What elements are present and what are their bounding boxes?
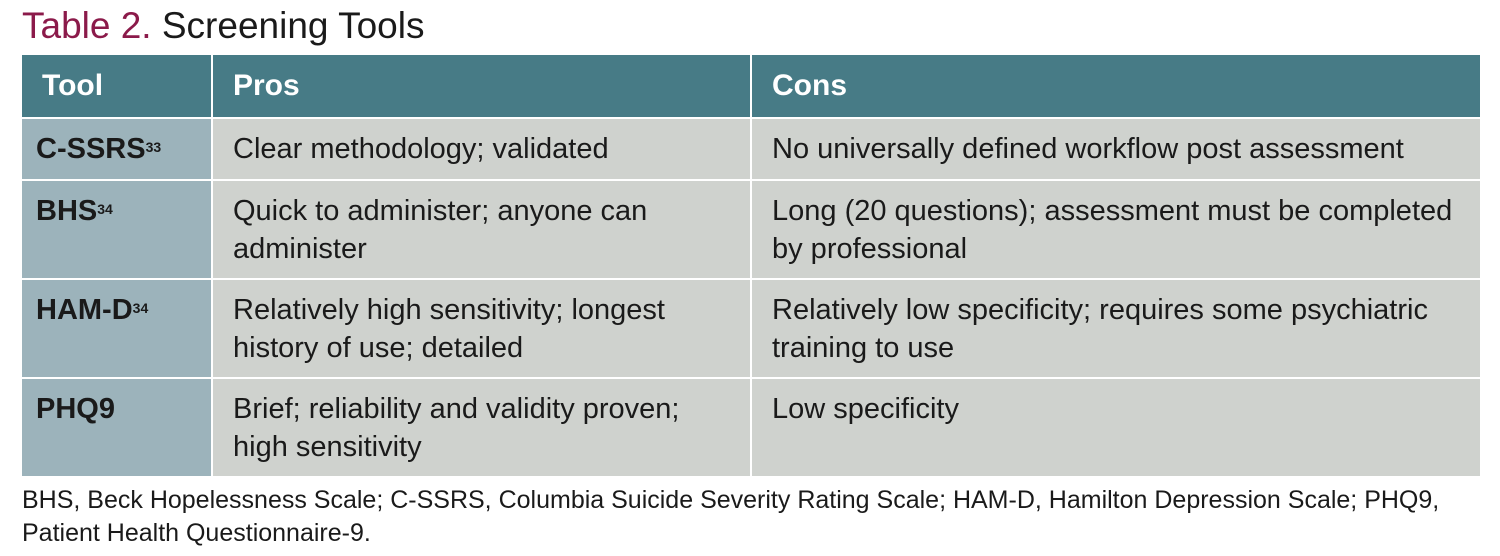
- table-title: Table 2. Screening Tools: [22, 4, 424, 48]
- tool-name: HAM-D: [36, 294, 133, 326]
- table-row: C-SSRS33 Clear methodology; validated No…: [22, 117, 1480, 180]
- tool-name: BHS: [36, 195, 98, 227]
- cons-cell: Low specificity: [751, 377, 1480, 476]
- pros-cell: Brief; reliability and validity proven; …: [212, 377, 752, 476]
- cons-cell: No universally defined workflow post ass…: [751, 117, 1480, 180]
- screening-tools-table: Tool Pros Cons C-SSRS33 Clear methodolog…: [22, 55, 1480, 476]
- column-header-pros: Pros: [212, 55, 752, 118]
- table-footnote: BHS, Beck Hopelessness Scale; C-SSRS, Co…: [22, 486, 1440, 547]
- reference-number: 33: [145, 139, 162, 155]
- tool-name: C-SSRS: [36, 133, 146, 165]
- tool-cell: C-SSRS33: [22, 117, 213, 180]
- pros-cell: Clear methodology; validated: [212, 117, 752, 180]
- table-row: BHS34 Quick to administer; anyone can ad…: [22, 179, 1480, 279]
- table-number-label: Table 2.: [22, 5, 152, 46]
- cons-cell: Long (20 questions); assessment must be …: [751, 179, 1480, 279]
- tool-cell: PHQ9: [22, 377, 213, 476]
- pros-cell: Quick to administer; anyone can administ…: [212, 179, 752, 279]
- tool-cell: HAM-D34: [22, 278, 213, 378]
- reference-number: 34: [132, 300, 149, 316]
- table-row: PHQ9 Brief; reliability and validity pro…: [22, 377, 1480, 476]
- tool-name: PHQ9: [36, 393, 115, 425]
- table-title-text: Screening Tools: [161, 5, 425, 46]
- column-header-tool: Tool: [22, 55, 213, 118]
- reference-number: 34: [97, 201, 113, 217]
- tool-cell: BHS34: [22, 179, 213, 279]
- pros-cell: Relatively high sensitivity; longest his…: [212, 278, 752, 378]
- cons-cell: Relatively low specificity; requires som…: [751, 278, 1480, 378]
- table-header-row: Tool Pros Cons: [22, 55, 1480, 118]
- table-row: HAM-D34 Relatively high sensitivity; lon…: [22, 278, 1480, 378]
- column-header-cons: Cons: [751, 55, 1480, 118]
